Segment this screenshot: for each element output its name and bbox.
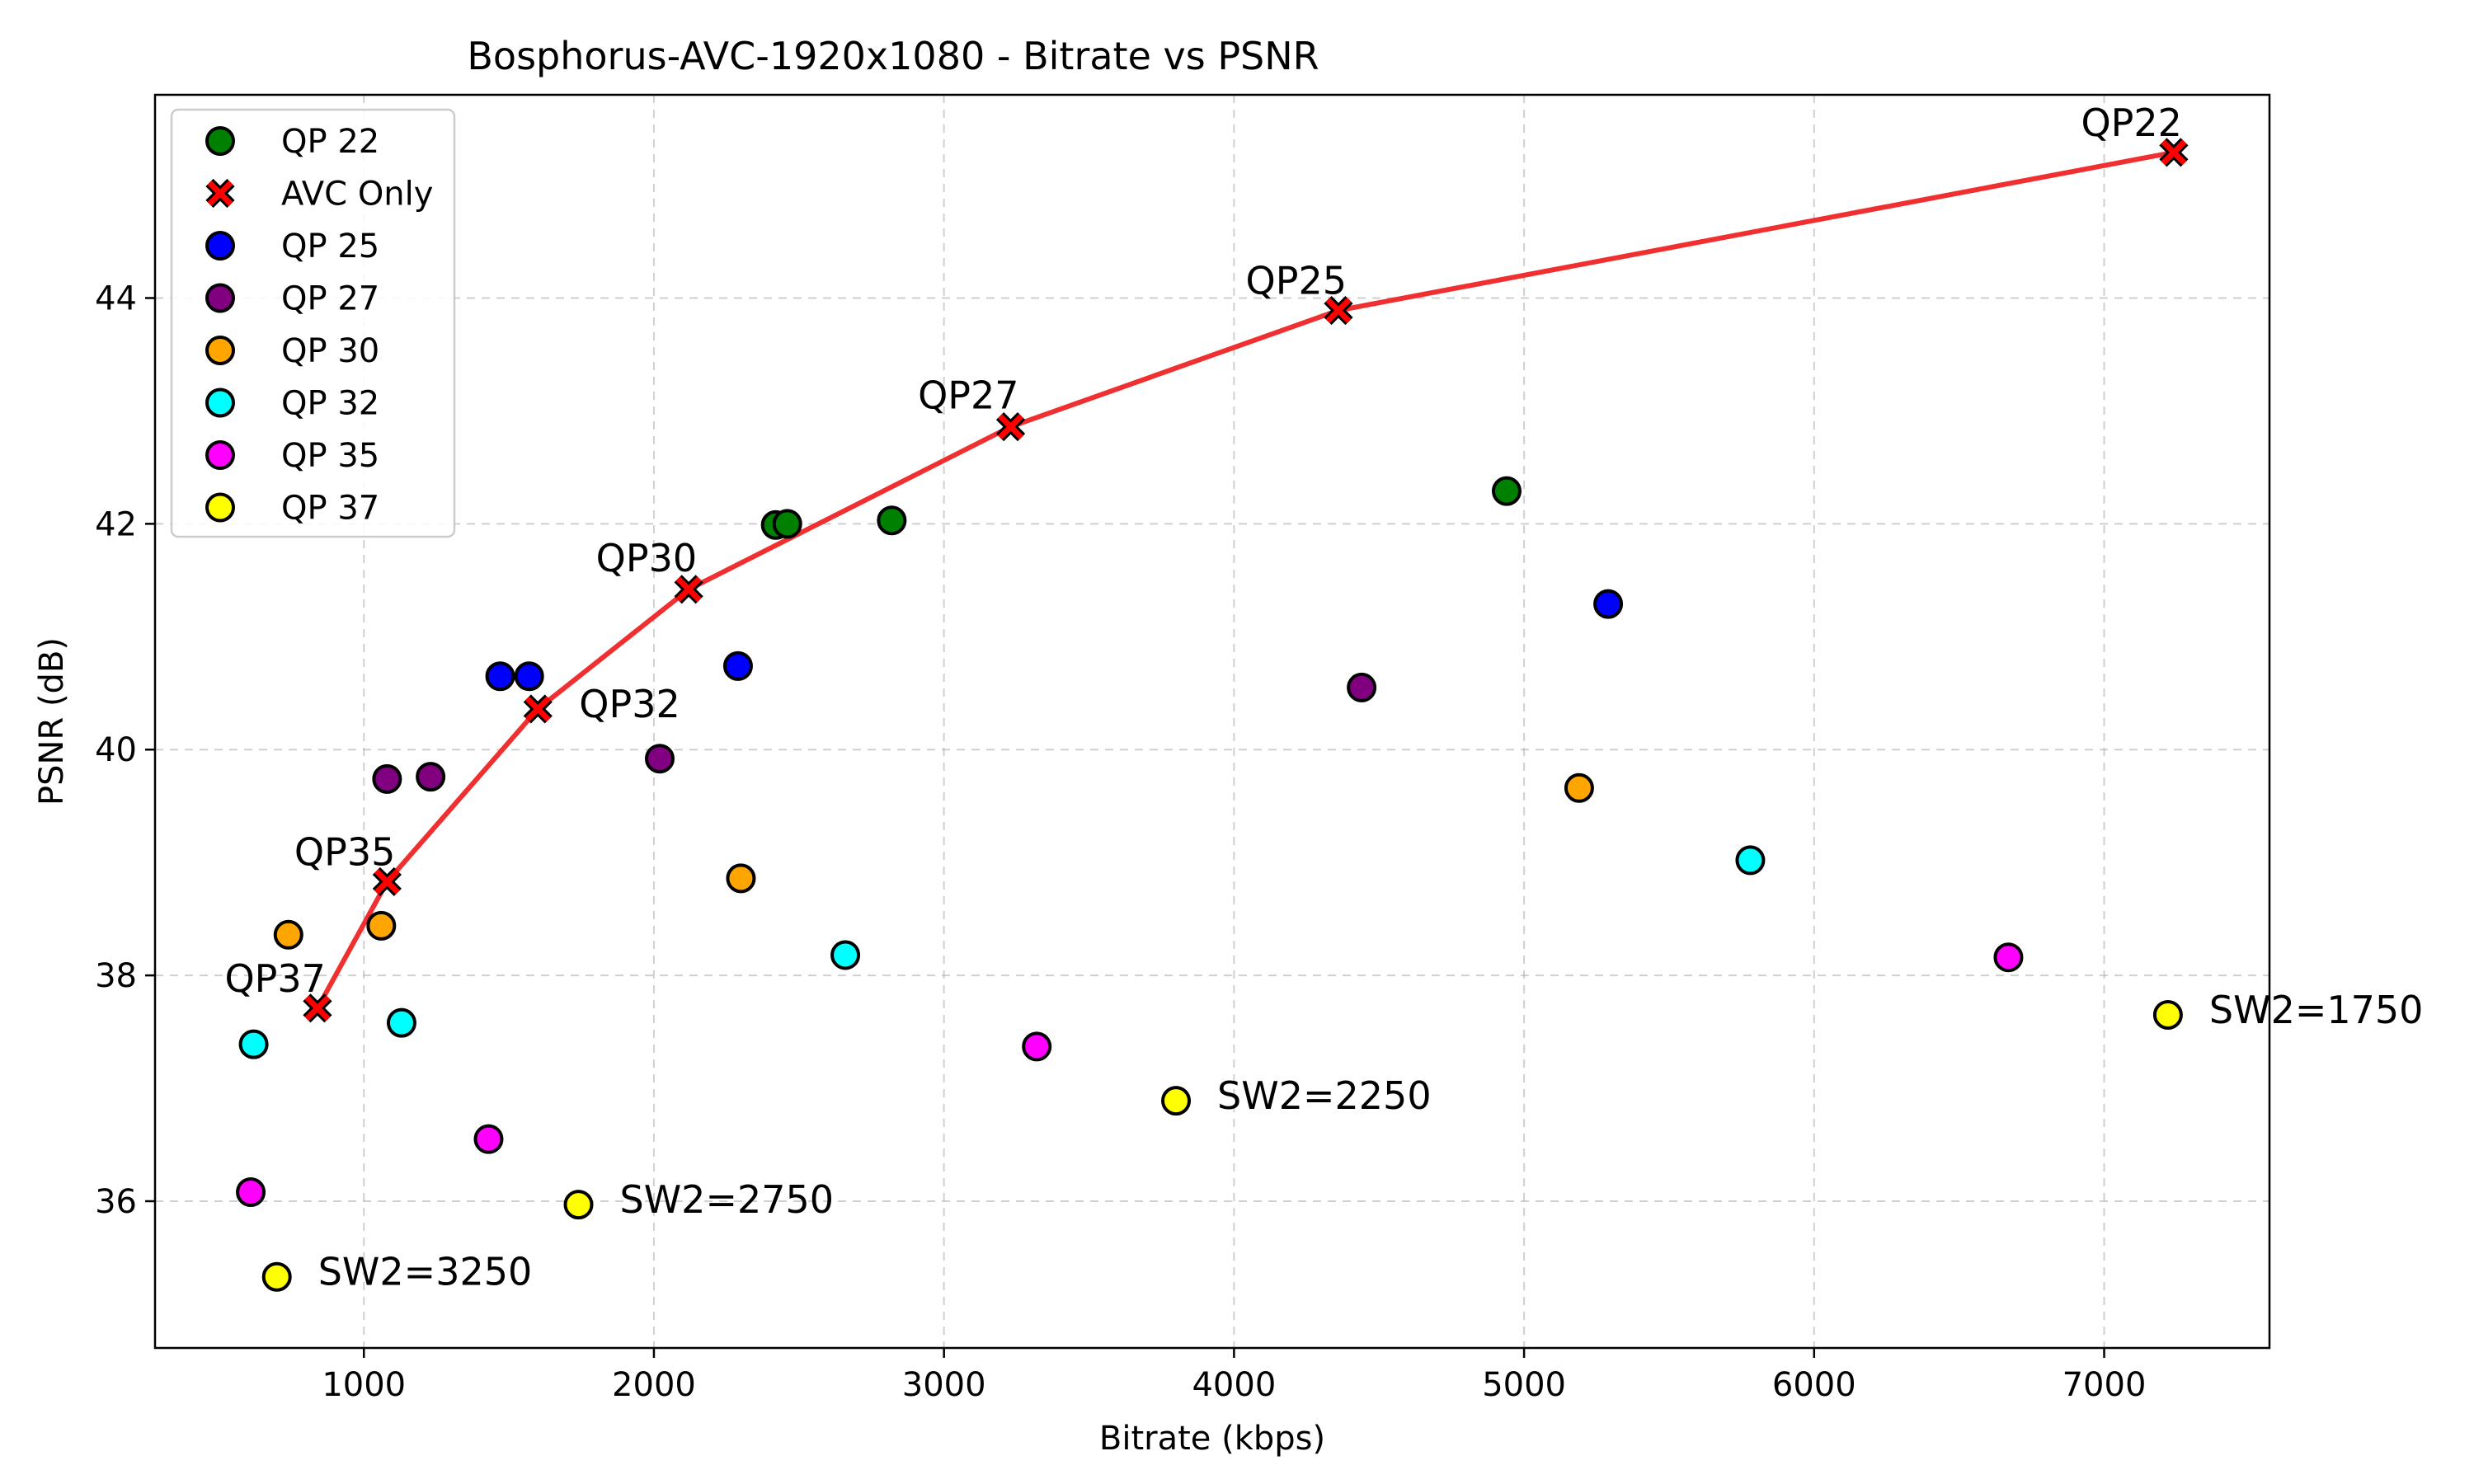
point-avc-only: [303, 993, 332, 1023]
point-qp-25: [722, 650, 753, 681]
annotation-sw2-2250: SW2=2250: [1217, 1073, 1432, 1118]
point-qp-25: [1593, 589, 1624, 619]
legend: QP 22 AVC Only QP 25 QP 27 QP 30 QP 32 QP 35 QP…: [170, 108, 456, 538]
point-qp-25: [485, 661, 515, 692]
point-qp-30: [726, 863, 756, 894]
annotation-qp22: QP22: [2081, 101, 2181, 145]
point-avc-only: [995, 411, 1026, 442]
point-qp-22: [1491, 476, 1522, 506]
y-tick-label: 42: [95, 505, 137, 543]
chart-title: Bosphorus-AVC-1920x1080 - Bitrate vs PSN…: [467, 34, 1319, 78]
annotations: QP37 QP35 QP32 QP30 QP27 QP25 QP22 SW2=3250 SW2=…: [224, 101, 2423, 1294]
annotation-qp37: QP37: [224, 956, 325, 1001]
legend-marker: [205, 178, 235, 209]
legend-marker: [205, 283, 235, 313]
legend-label: QP 32: [281, 385, 379, 423]
point-qp-32: [238, 1029, 269, 1059]
y-tick-label: 40: [95, 731, 137, 769]
point-qp-25: [514, 661, 544, 692]
point-qp-37: [1161, 1086, 1192, 1116]
x-tick-label: 6000: [1772, 1366, 1856, 1404]
legend-marker: [205, 387, 235, 418]
point-qp-37: [261, 1261, 292, 1292]
x-tick-label: 1000: [322, 1366, 406, 1404]
legend-label: AVC Only: [281, 176, 433, 214]
point-qp-27: [644, 744, 675, 774]
y-tick-label: 44: [95, 279, 137, 317]
legend-label: QP 22: [281, 123, 379, 161]
legend-item-avc-only: AVC Only: [205, 176, 433, 214]
legend-label: QP 25: [281, 228, 379, 265]
data-points: [236, 138, 2189, 1292]
legend-item-qp-37: QP 37: [205, 490, 379, 528]
point-qp-35: [236, 1177, 266, 1208]
annotation-qp32: QP32: [579, 682, 680, 726]
legend-item-qp-22: QP 22: [205, 123, 379, 161]
point-qp-32: [386, 1007, 416, 1038]
legend-marker: [205, 231, 235, 261]
point-avc-only: [1324, 295, 1353, 326]
annotation-sw2-2750: SW2=2750: [620, 1177, 835, 1222]
legend-label: QP 30: [281, 332, 379, 370]
x-tick-label: 3000: [902, 1366, 986, 1404]
point-qp-37: [2152, 1000, 2183, 1031]
point-avc-only: [674, 575, 703, 604]
point-qp-37: [563, 1190, 594, 1220]
point-qp-30: [1564, 773, 1594, 803]
point-qp-32: [1735, 845, 1766, 876]
legend-marker: [205, 336, 235, 365]
x-tick-label: 2000: [612, 1366, 696, 1404]
point-avc-only: [523, 694, 553, 724]
annotation-qp35: QP35: [294, 829, 395, 874]
point-qp-27: [1347, 672, 1377, 702]
legend-item-qp-35: QP 35: [205, 437, 379, 475]
legend-label: QP 27: [281, 280, 379, 318]
point-qp-35: [473, 1124, 504, 1154]
legend-item-qp-32: QP 32: [205, 385, 379, 423]
y-tick-label: 36: [95, 1183, 137, 1221]
legend-item-qp-27: QP 27: [205, 280, 379, 318]
point-qp-22: [877, 505, 907, 536]
legend-marker: [205, 126, 235, 156]
point-avc-only: [372, 866, 402, 897]
point-qp-30: [366, 910, 397, 941]
legend-marker: [205, 440, 235, 470]
x-tick-label: 7000: [2062, 1366, 2147, 1404]
point-qp-35: [1022, 1031, 1052, 1062]
axis-ticks: 1000 2000 3000 4000 5000 6000 7000 36 38 40 42 44: [95, 279, 2146, 1404]
y-tick-label: 38: [95, 957, 137, 995]
legend-item-qp-30: QP 30: [205, 332, 379, 370]
point-avc-only: [2159, 138, 2189, 167]
annotation-qp30: QP30: [596, 536, 697, 580]
annotation-sw2-3250: SW2=3250: [318, 1250, 533, 1294]
x-tick-label: 4000: [1192, 1366, 1276, 1404]
point-qp-22: [772, 509, 802, 539]
annotation-sw2-1750: SW2=1750: [2209, 988, 2424, 1032]
point-qp-32: [830, 940, 861, 970]
legend-frame: [170, 108, 456, 538]
point-qp-27: [372, 763, 402, 794]
annotation-qp25: QP25: [1246, 259, 1347, 303]
plot-frame: [153, 93, 2271, 1350]
point-qp-35: [1993, 942, 2024, 973]
y-axis-label: PSNR (dB): [33, 637, 71, 805]
x-tick-label: 5000: [1482, 1366, 1566, 1404]
legend-label: QP 37: [281, 490, 379, 528]
legend-item-qp-25: QP 25: [205, 228, 379, 265]
annotation-qp27: QP27: [918, 373, 1018, 418]
legend-label: QP 35: [281, 437, 379, 475]
point-qp-30: [273, 919, 303, 950]
grid: [155, 95, 2269, 1348]
legend-marker: [205, 492, 235, 523]
x-axis-label: Bitrate (kbps): [1099, 1420, 1325, 1458]
point-qp-27: [416, 762, 446, 792]
